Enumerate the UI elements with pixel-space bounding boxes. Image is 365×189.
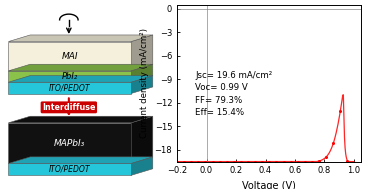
Polygon shape — [8, 123, 131, 163]
Polygon shape — [131, 35, 153, 71]
Polygon shape — [131, 76, 153, 94]
Polygon shape — [8, 157, 153, 163]
Polygon shape — [8, 71, 131, 82]
Polygon shape — [8, 35, 153, 42]
Text: ITO/PEDOT: ITO/PEDOT — [49, 165, 91, 174]
Text: MAPbI₃: MAPbI₃ — [54, 139, 85, 148]
Y-axis label: Current density (mA/cm²): Current density (mA/cm²) — [140, 28, 149, 138]
Text: ITO/PEDOT: ITO/PEDOT — [49, 83, 91, 92]
X-axis label: Voltage (V): Voltage (V) — [242, 181, 296, 189]
Text: Jsc= 19.6 mA/cm²
Voc= 0.99 V
FF= 79.3%
Eff= 15.4%: Jsc= 19.6 mA/cm² Voc= 0.99 V FF= 79.3% E… — [196, 71, 273, 117]
Polygon shape — [131, 116, 153, 163]
Polygon shape — [8, 163, 131, 175]
Polygon shape — [8, 76, 153, 82]
Polygon shape — [8, 116, 153, 123]
Text: Interdiffuse: Interdiffuse — [42, 103, 96, 112]
Polygon shape — [131, 64, 153, 82]
Polygon shape — [131, 157, 153, 175]
Polygon shape — [8, 82, 131, 94]
Polygon shape — [8, 64, 153, 71]
Text: MAI: MAI — [61, 52, 78, 61]
Polygon shape — [8, 42, 131, 71]
Text: PbI₂: PbI₂ — [62, 72, 78, 81]
